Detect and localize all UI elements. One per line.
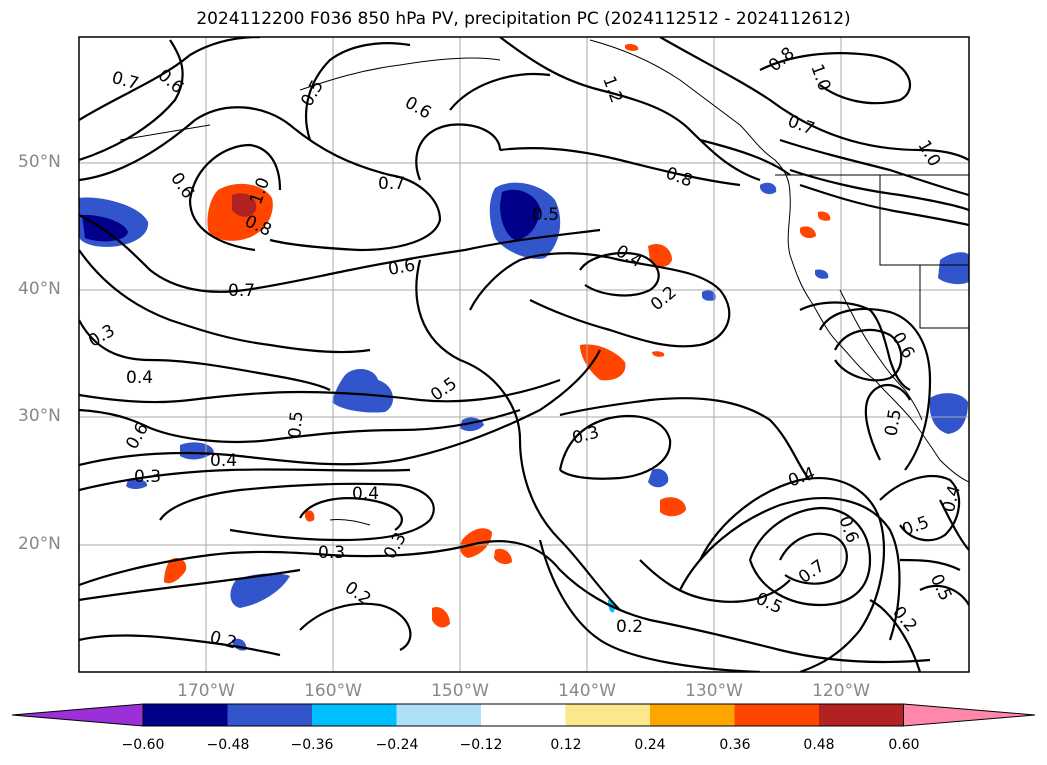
contour-label: 0.5 — [752, 589, 785, 619]
colorbar-tick-label: 0.36 — [719, 737, 751, 753]
precip-shading — [79, 43, 969, 651]
contour-label: 0.4 — [126, 368, 153, 388]
lon-tick-label: 130°W — [685, 681, 743, 701]
contour-label: 0.6 — [887, 329, 918, 362]
contour-label: 0.6 — [834, 514, 862, 546]
contour-label: 0.8 — [765, 43, 799, 76]
contour-label: 0.5 — [285, 410, 307, 439]
precip-positive-area — [432, 606, 450, 628]
contour-label: 0.7 — [228, 281, 255, 301]
contour-label: 0.3 — [570, 422, 601, 448]
precip-positive-area — [232, 193, 257, 217]
lat-tick-label: 50°N — [18, 152, 61, 172]
precip-negative-area — [760, 182, 777, 195]
contour-label: 0.7 — [110, 68, 141, 94]
contour-label: 1.0 — [806, 62, 834, 94]
contour-label: 0.4 — [786, 463, 818, 491]
contour-label: 0.8 — [663, 163, 695, 191]
contour-label: 0.4 — [939, 483, 965, 514]
colorbar-tick-label: 0.12 — [550, 737, 582, 753]
lon-tick-label: 170°W — [177, 681, 235, 701]
coastlines — [119, 39, 969, 526]
pv-contours — [79, 37, 969, 672]
precip-negative-area — [82, 214, 128, 242]
contour-label: 0.6 — [387, 256, 417, 280]
colorbar-tick-label: −0.36 — [290, 737, 334, 753]
precip-positive-area — [304, 510, 315, 522]
colorbar-tick-label: −0.12 — [459, 737, 503, 753]
contour-label: 0.2 — [208, 627, 239, 653]
colorbar-tick-label: 0.24 — [634, 737, 666, 753]
contour-label: 0.6 — [122, 419, 153, 452]
precip-negative-area — [332, 368, 394, 413]
contour-label: 0.4 — [612, 241, 645, 272]
contour-label: 0.2 — [616, 617, 643, 637]
lon-tick-label: 160°W — [304, 681, 362, 701]
precip-positive-area — [800, 226, 816, 239]
lon-tick-label: 120°W — [812, 681, 870, 701]
precip-positive-area — [660, 497, 686, 517]
precip-negative-area — [702, 290, 716, 301]
precip-positive-area — [494, 548, 512, 565]
contour-label: 0.5 — [297, 77, 328, 110]
contour-label: 0.5 — [926, 571, 956, 604]
precip-negative-area — [929, 393, 968, 434]
lat-tick-label: 40°N — [18, 279, 61, 299]
colorbar-tick-label: 0.48 — [803, 737, 835, 753]
precip-positive-area — [648, 243, 672, 267]
colorbar-tick-label: −0.24 — [375, 737, 419, 753]
contour-label: 0.3 — [380, 529, 411, 562]
colorbar-tick-label: −0.60 — [121, 737, 165, 753]
precip-negative-area — [815, 269, 829, 279]
contour-label: 0.4 — [352, 484, 379, 504]
contour-label: 0.7 — [378, 174, 405, 194]
precip-positive-area — [818, 211, 831, 221]
precip-positive-area — [164, 558, 187, 584]
map-frame — [78, 36, 970, 673]
precip-negative-area — [938, 252, 969, 285]
precip-negative-area — [126, 478, 148, 489]
contour-label: 1.0 — [913, 137, 944, 170]
precip-positive-area — [652, 351, 665, 357]
contour-label: 0.4 — [210, 451, 237, 471]
precip-positive-area — [580, 344, 626, 381]
precip-positive-area — [625, 43, 639, 51]
colorbar-tick-label: 0.60 — [888, 737, 920, 753]
precip-negative-area — [230, 573, 290, 608]
contour-label: 1.2 — [598, 74, 626, 106]
contour-label: 0.3 — [85, 321, 118, 352]
lat-tick-label: 30°N — [18, 406, 61, 426]
precip-negative-area — [648, 468, 669, 488]
contour-label: 0.6 — [401, 93, 434, 124]
contour-label: 0.5 — [532, 205, 559, 225]
graticule — [79, 37, 969, 672]
chart-title: 2024112200 F036 850 hPa PV, precipitatio… — [196, 9, 851, 29]
colorbar-tick-label: −0.48 — [206, 737, 250, 753]
contour-label: 0.3 — [134, 467, 161, 487]
lat-tick-label: 20°N — [18, 534, 61, 554]
contour-label: 0.5 — [900, 512, 932, 540]
precip-negative-area — [500, 189, 540, 240]
contour-label: 0.7 — [785, 111, 817, 139]
contour-label: 0.5 — [881, 408, 905, 438]
lon-tick-label: 150°W — [431, 681, 489, 701]
precip-negative-area — [180, 442, 214, 460]
lon-tick-label: 140°W — [558, 681, 616, 701]
contour-label: 0.6 — [166, 169, 198, 203]
contour-label: 0.3 — [318, 543, 345, 563]
